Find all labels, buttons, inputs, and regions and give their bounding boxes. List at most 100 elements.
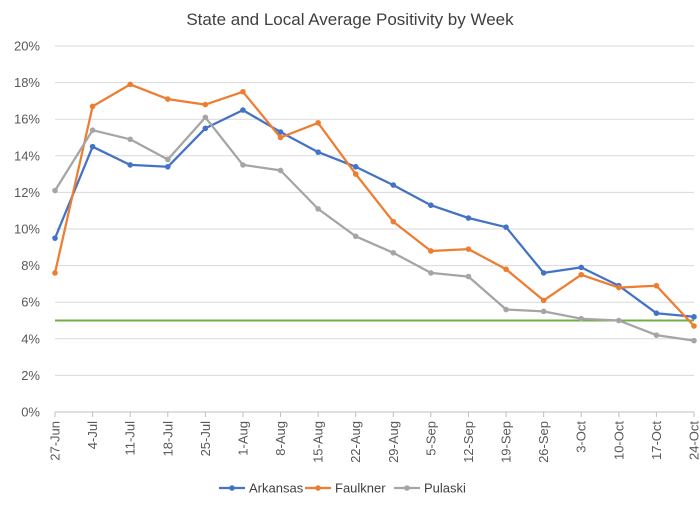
data-point-arkansas	[578, 264, 585, 271]
x-tick-label: 11-Jul	[123, 421, 138, 456]
data-point-faulkner	[428, 248, 434, 254]
series-faulkner	[52, 81, 697, 329]
data-point-arkansas	[691, 314, 697, 320]
data-point-arkansas	[277, 129, 284, 135]
y-tick-label: 16%	[14, 112, 40, 127]
y-axis: 0% 2% 4% 6% 8% 10% 12% 14% 16% 18% 20%	[14, 39, 40, 420]
data-point-pulaski	[315, 206, 321, 212]
y-tick-label: 18%	[14, 75, 40, 90]
gridlines	[55, 45, 694, 376]
data-point-pulaski	[52, 187, 58, 194]
y-tick-label: 6%	[21, 295, 40, 310]
data-point-pulaski	[164, 156, 171, 163]
chart-title: State and Local Average Positivity by We…	[186, 10, 514, 29]
data-point-pulaski	[465, 273, 472, 280]
x-tick-label: 10-Oct	[611, 421, 626, 460]
data-point-arkansas	[202, 125, 209, 132]
data-point-pulaski	[352, 233, 359, 240]
y-tick-label: 14%	[14, 148, 40, 163]
x-tick-label: 24-Oct	[687, 421, 700, 460]
data-point-pulaski	[277, 167, 284, 174]
legend-entry-faulkner: Faulkner	[305, 481, 386, 496]
data-point-pulaski	[653, 332, 660, 338]
x-tick-label: 25-Jul	[198, 421, 213, 457]
data-point-faulkner	[202, 101, 209, 108]
data-point-arkansas	[315, 149, 321, 155]
data-point-arkansas	[653, 310, 660, 316]
data-point-faulkner	[315, 120, 321, 126]
data-point-faulkner	[653, 282, 660, 289]
x-tick-label: 19-Sep	[499, 421, 514, 463]
legend-swatch-marker	[315, 485, 321, 491]
data-point-faulkner	[578, 271, 585, 278]
data-point-faulkner	[352, 171, 359, 177]
x-tick-label: 15-Aug	[311, 421, 326, 463]
data-point-pulaski	[540, 308, 547, 315]
data-point-arkansas	[428, 202, 434, 209]
y-tick-label: 2%	[21, 368, 40, 383]
data-point-arkansas	[164, 163, 171, 170]
y-tick-label: 8%	[21, 258, 40, 273]
data-point-faulkner	[540, 297, 547, 304]
data-point-faulkner	[240, 88, 246, 95]
series-line-faulkner	[53, 83, 695, 327]
series-pulaski	[52, 114, 697, 344]
legend-label: Faulkner	[335, 481, 386, 496]
x-axis: 27-Jun 4-Jul 11-Jul 18-Jul 25-Jul 1-Aug 8-Aug 1…	[48, 411, 700, 463]
data-point-arkansas	[240, 107, 246, 113]
x-tick-label: 17-Oct	[649, 421, 664, 460]
data-point-arkansas	[52, 235, 58, 241]
legend-swatch-marker	[229, 485, 235, 491]
data-point-pulaski	[202, 114, 209, 121]
data-point-pulaski	[691, 337, 697, 344]
y-tick-label: 0%	[21, 405, 40, 420]
data-point-arkansas	[390, 182, 397, 188]
legend-label: Pulaski	[424, 481, 466, 496]
legend-entry-arkansas: Arkansas	[219, 481, 304, 496]
x-tick-label: 8-Aug	[273, 421, 288, 456]
data-point-pulaski	[89, 127, 96, 133]
data-point-faulkner	[164, 96, 171, 102]
legend-swatch-marker	[404, 485, 410, 491]
x-tick-label: 1-Aug	[235, 421, 250, 456]
data-point-faulkner	[390, 218, 397, 225]
data-point-arkansas	[465, 215, 472, 221]
x-tick-label: 27-Jun	[48, 421, 63, 461]
data-point-arkansas	[540, 270, 547, 276]
data-point-faulkner	[277, 134, 284, 141]
data-point-pulaski	[428, 270, 434, 276]
series-line-pulaski	[54, 116, 695, 342]
y-tick-label: 10%	[14, 222, 40, 237]
series-layer	[52, 81, 697, 344]
data-point-faulkner	[127, 81, 133, 88]
data-point-faulkner	[691, 323, 697, 329]
y-tick-label: 12%	[14, 185, 40, 200]
data-point-pulaski	[578, 315, 585, 322]
data-point-pulaski	[503, 306, 509, 313]
data-point-arkansas	[127, 162, 133, 168]
data-point-pulaski	[616, 317, 622, 324]
x-tick-label: 4-Jul	[85, 421, 100, 449]
series-line-arkansas	[53, 108, 695, 318]
data-point-arkansas	[352, 163, 359, 170]
y-tick-label: 4%	[21, 331, 40, 346]
x-tick-label: 18-Jul	[160, 421, 175, 457]
legend: Arkansas Faulkner Pulaski	[219, 481, 466, 496]
data-point-pulaski	[127, 136, 133, 143]
x-tick-label: 12-Sep	[461, 421, 476, 463]
y-tick-label: 20%	[14, 39, 40, 54]
data-point-faulkner	[52, 270, 58, 276]
data-point-faulkner	[503, 266, 509, 273]
data-point-faulkner	[89, 103, 96, 110]
data-point-arkansas	[503, 224, 509, 230]
data-point-pulaski	[390, 249, 397, 256]
data-point-arkansas	[89, 143, 96, 150]
data-point-faulkner	[616, 284, 622, 291]
series-arkansas	[52, 107, 697, 320]
x-tick-label: 5-Sep	[423, 421, 438, 456]
x-tick-label: 22-Aug	[348, 421, 363, 463]
x-tick-label: 29-Aug	[386, 421, 401, 463]
data-point-faulkner	[465, 246, 472, 252]
